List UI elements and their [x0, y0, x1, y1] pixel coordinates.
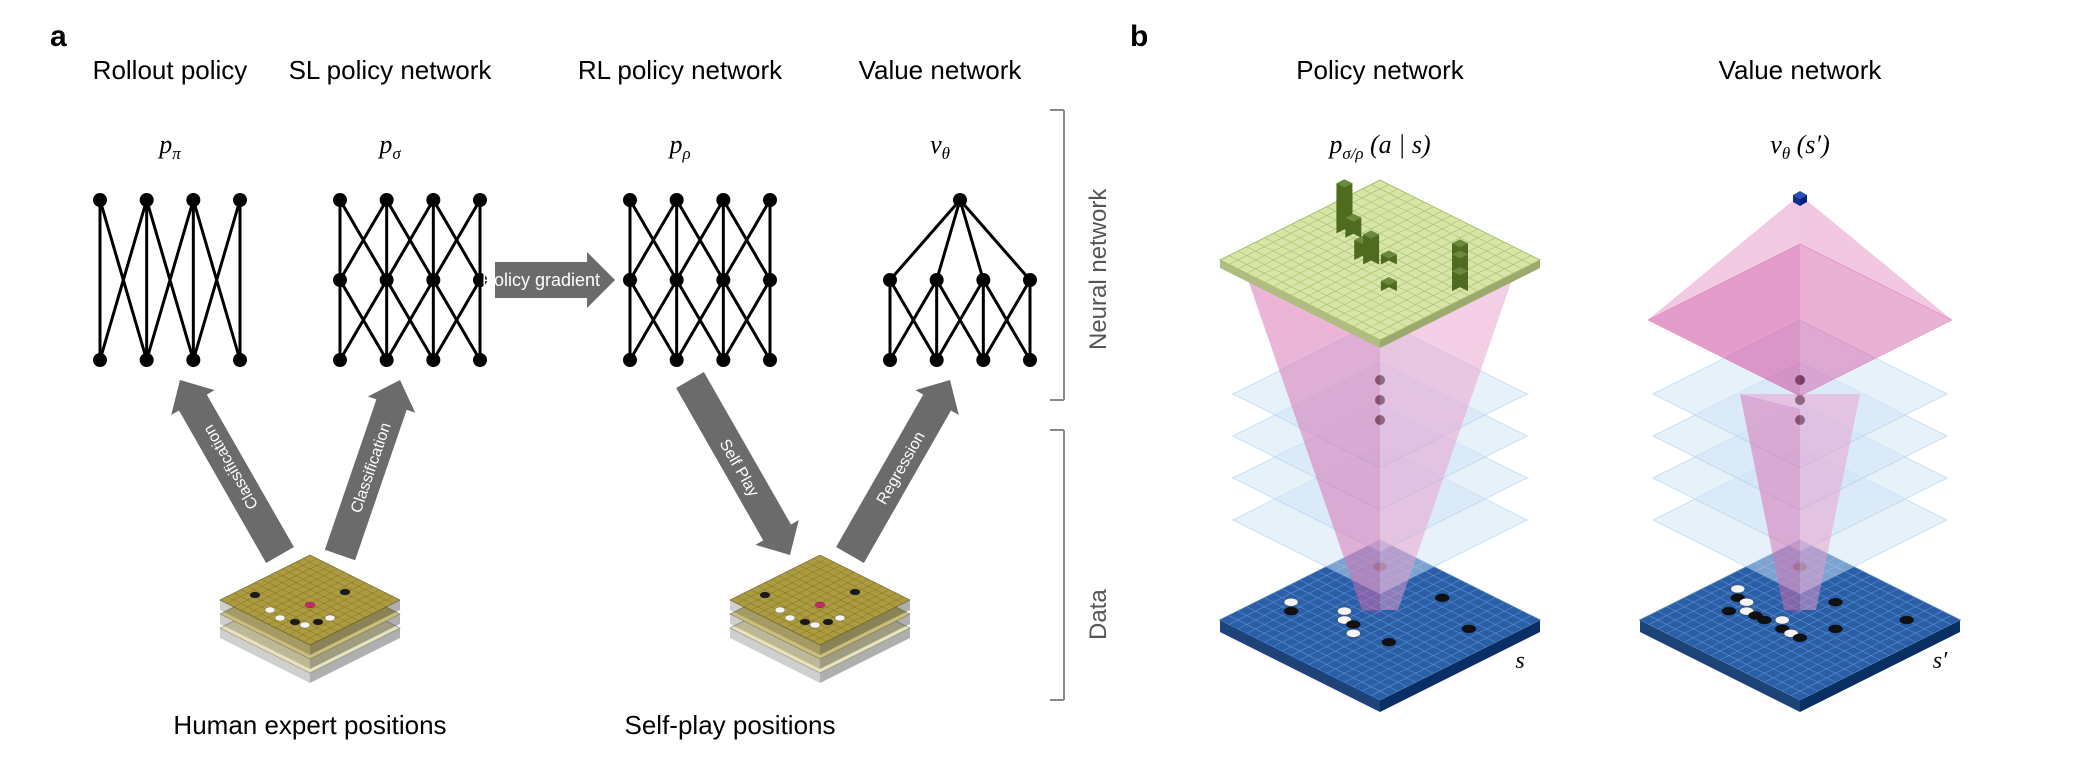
- panel-b-canvas: [1130, 0, 2100, 760]
- side-label-data: Data: [1085, 589, 1113, 640]
- svg-text:Policy gradient: Policy gradient: [482, 270, 600, 290]
- bottom-label-selfplay: Self-play positions: [560, 710, 900, 741]
- state-label-sprime: s′: [1910, 648, 1970, 675]
- state-label-s: s: [1490, 648, 1550, 675]
- bottom-label-human: Human expert positions: [140, 710, 480, 741]
- panel-a-canvas: Policy gradientClassificationClassificat…: [0, 0, 1120, 760]
- side-label-nn: Neural network: [1085, 189, 1113, 350]
